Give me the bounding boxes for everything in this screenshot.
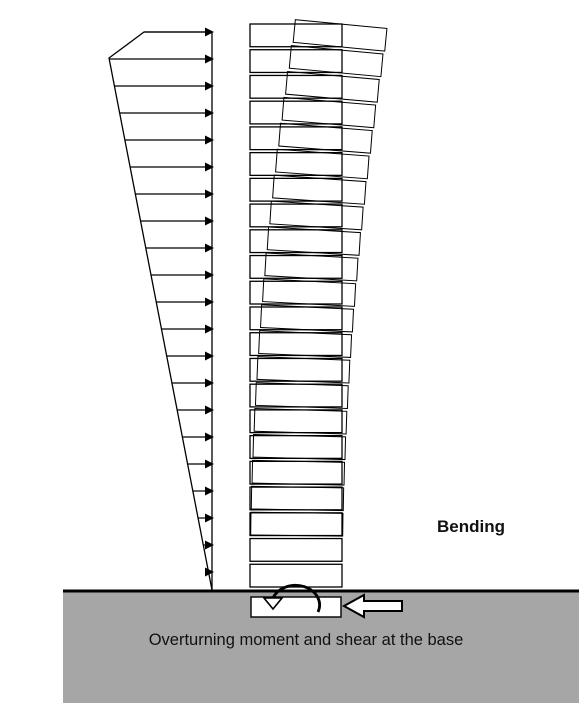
load-arrow-icon [177,405,214,415]
floor-block [249,254,343,279]
deflected-floor-block [253,407,348,435]
load-distribution [108,31,213,591]
floor-block [249,306,343,331]
deflected-floor-block [278,122,373,154]
floor-block [249,126,343,151]
load-arrow-icon [156,297,214,307]
load-arrow-icon [140,216,214,226]
floor-block [249,332,343,357]
load-envelope [108,31,213,591]
foundation-block [250,596,342,618]
floor-block [249,151,343,177]
load-arrow-icon [144,27,214,37]
load-arrow-icon [203,540,214,550]
load-arrow-icon [166,351,214,361]
load-arrows [109,27,214,577]
floor-block [249,229,343,254]
deflected-floor-block [250,485,345,512]
floor-block [249,177,343,202]
floor-block [249,49,343,74]
deflected-floor-block [251,459,346,486]
load-arrow-icon [114,81,214,91]
load-arrow-icon [187,459,214,469]
base-caption: Overturning moment and shear at the base [149,631,464,649]
load-arrow-icon [151,270,214,280]
deflected-floor-block [275,148,370,180]
floor-block [249,486,343,511]
load-arrow-icon [205,567,214,577]
deflected-floor-block [250,511,344,537]
floor-block [249,537,343,562]
deflected-floor-block [266,226,361,256]
undeformed-building [249,23,343,588]
deflected-floor-block [254,382,349,410]
floor-block [249,434,343,460]
floor-block [249,409,343,434]
moment-arrow-icon [262,583,321,613]
deflected-floor-block [258,330,353,358]
floor-block [249,203,343,228]
load-arrow-icon [109,54,214,64]
deflected-floor-block [256,356,351,384]
load-arrow-icon [161,324,214,334]
deflected-floor-block [269,200,364,231]
deflected-floor-block [281,96,377,129]
floor-block [249,357,343,382]
shear-arrow-icon [341,593,403,619]
load-arrow-icon [198,513,214,523]
floor-block [249,74,343,99]
load-arrow-icon [135,189,214,199]
floor-block [249,23,343,48]
load-arrow-icon [182,432,214,442]
deflected-floor-block [252,433,347,461]
floor-block [249,383,343,408]
floor-block [249,460,343,485]
floor-block [249,563,343,588]
load-arrow-icon [192,486,214,496]
deflected-floor-block [264,252,359,282]
floor-block [249,100,343,125]
load-arrow-icon [130,162,214,172]
load-arrow-icon [124,135,214,145]
load-arrow-icon [119,108,214,118]
bending-label: Bending [437,517,505,536]
deflected-floor-block [260,304,355,333]
deflected-floor-block [272,174,367,205]
floor-block [249,512,343,537]
load-arrow-icon [171,378,214,388]
load-arrow-icon [145,243,214,253]
floor-block [249,280,343,305]
